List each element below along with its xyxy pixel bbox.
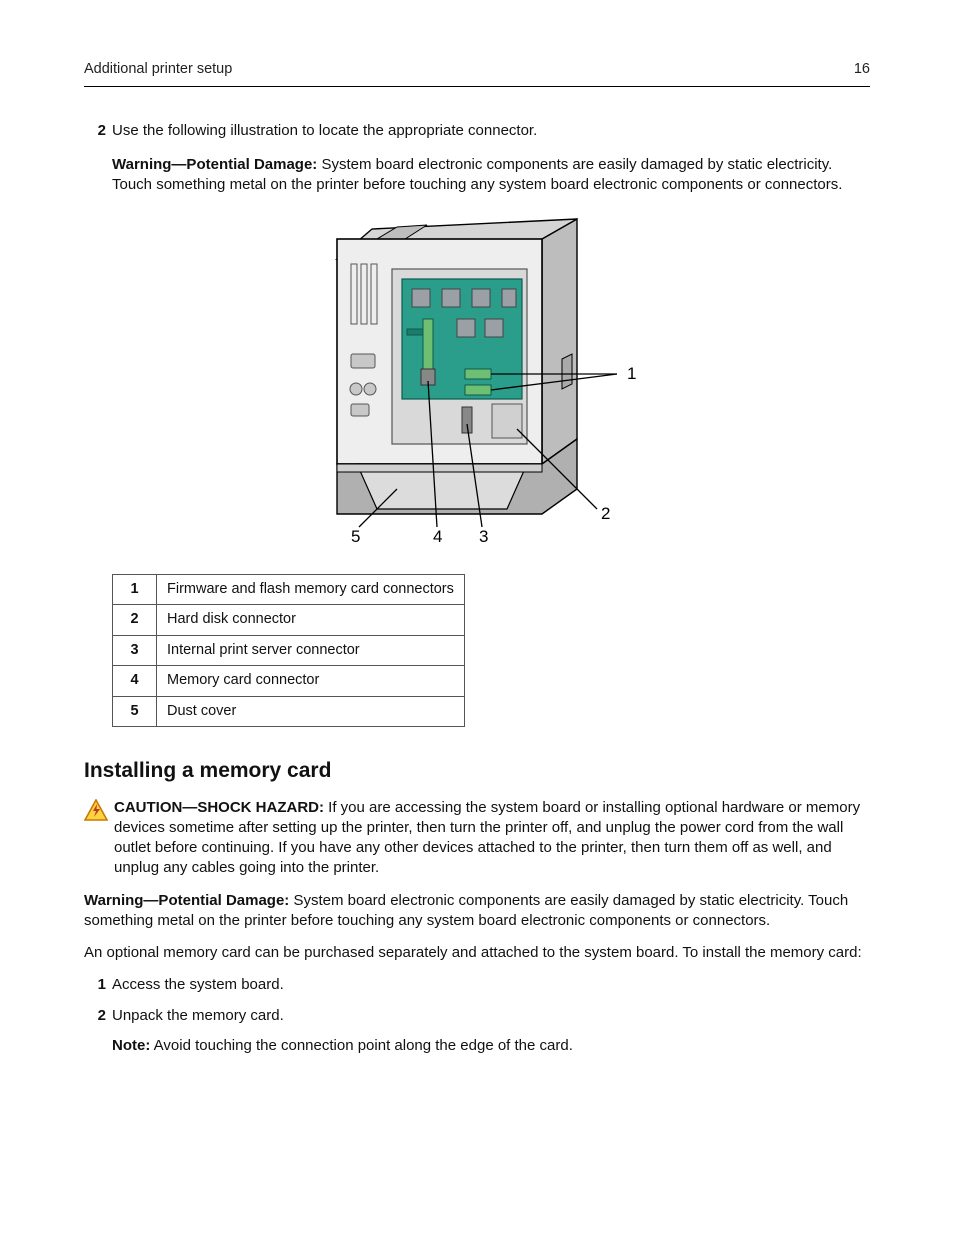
legend-text: Firmware and flash memory card connector… — [157, 574, 465, 605]
callout-2: 2 — [601, 504, 610, 523]
legend-number: 4 — [113, 666, 157, 697]
caution-label: CAUTION—SHOCK HAZARD: — [114, 799, 324, 816]
warning-label: Warning—Potential Damage: — [112, 156, 317, 173]
note-label: Note: — [112, 1037, 150, 1054]
legend-text: Dust cover — [157, 696, 465, 727]
legend-text: Hard disk connector — [157, 605, 465, 636]
printer-illustration: 1 2 3 4 5 — [84, 209, 870, 555]
warning2-label: Warning—Potential Damage: — [84, 892, 289, 909]
header-left: Additional printer setup — [84, 60, 232, 80]
legend-text: Internal print server connector — [157, 635, 465, 666]
legend-row: 4Memory card connector — [113, 666, 465, 697]
legend-number: 2 — [113, 605, 157, 636]
connector-legend-table: 1Firmware and flash memory card connecto… — [112, 574, 465, 728]
callout-4: 4 — [433, 527, 442, 546]
section-heading: Installing a memory card — [84, 757, 870, 785]
legend-row: 3Internal print server connector — [113, 635, 465, 666]
step-text: Access the system board. — [112, 975, 870, 995]
install-step: 1 Access the system board. — [84, 975, 870, 995]
legend-row: 5Dust cover — [113, 696, 465, 727]
step-2: 2 Use the following illustration to loca… — [84, 121, 870, 141]
legend-text: Memory card connector — [157, 666, 465, 697]
warning-potential-damage-2: Warning—Potential Damage: System board e… — [84, 891, 870, 932]
note: Note: Avoid touching the connection poin… — [112, 1036, 870, 1056]
warning-potential-damage-1: Warning—Potential Damage: System board e… — [112, 155, 870, 196]
legend-number: 1 — [113, 574, 157, 605]
printer-svg: 1 2 3 4 5 — [307, 209, 647, 549]
step-number: 2 — [84, 1006, 106, 1026]
caution-shock-hazard: CAUTION—SHOCK HAZARD: If you are accessi… — [84, 798, 870, 879]
intro-paragraph: An optional memory card can be purchased… — [84, 943, 870, 963]
callout-5: 5 — [351, 527, 360, 546]
legend-number: 3 — [113, 635, 157, 666]
legend-number: 5 — [113, 696, 157, 727]
legend-row: 2Hard disk connector — [113, 605, 465, 636]
note-text: Avoid touching the connection point alon… — [150, 1037, 573, 1054]
callout-1: 1 — [627, 364, 636, 383]
callout-3: 3 — [479, 527, 488, 546]
running-header: Additional printer setup 16 — [84, 60, 870, 87]
shock-hazard-icon — [84, 799, 108, 827]
step-number: 2 — [84, 121, 106, 141]
install-step: 2 Unpack the memory card. — [84, 1006, 870, 1026]
step-text: Unpack the memory card. — [112, 1006, 870, 1026]
header-page-number: 16 — [854, 60, 870, 80]
step-number: 1 — [84, 975, 106, 995]
legend-row: 1Firmware and flash memory card connecto… — [113, 574, 465, 605]
step-text: Use the following illustration to locate… — [112, 121, 870, 141]
